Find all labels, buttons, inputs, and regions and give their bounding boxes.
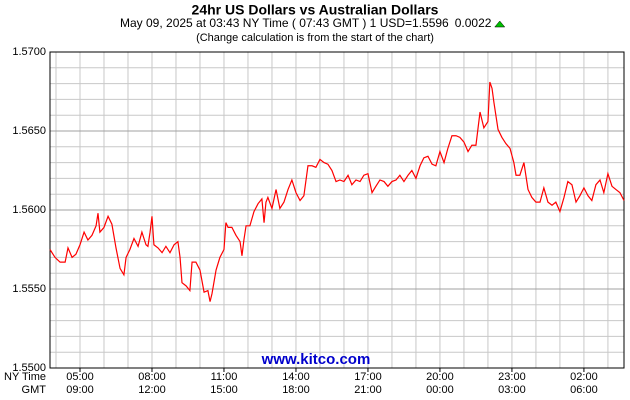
plot-border: [49, 51, 625, 369]
subtitle-text: May 09, 2025 at 03:43 NY Time ( 07:43 GM…: [120, 16, 449, 30]
x2-tick-label: 18:00: [282, 384, 310, 396]
x2-tick-label: 00:00: [426, 384, 454, 396]
price-line: [49, 81, 625, 302]
y-tick-label: 1.5700: [12, 46, 46, 58]
x-tick-label: 08:00: [138, 371, 166, 383]
x-tick-label: 05:00: [66, 371, 94, 383]
watermark: www.kitco.com: [261, 351, 371, 368]
chart-title: 24hr US Dollars vs Australian Dollars: [192, 2, 439, 18]
x-tick-label: 17:00: [354, 371, 382, 383]
x2-tick-label: 09:00: [66, 384, 94, 396]
y-tick-label: 1.5650: [12, 125, 46, 137]
x-axis-label: NY Time: [4, 371, 46, 383]
x2-tick-label: 21:00: [354, 384, 382, 396]
x2-tick-label: 15:00: [210, 384, 238, 396]
x-tick-label: 11:00: [211, 371, 238, 383]
change-value: 0.0022: [455, 16, 492, 30]
chart-note: (Change calculation is from the start of…: [196, 32, 434, 44]
x2-tick-label: 03:00: [498, 384, 526, 396]
x2-tick-label: 12:00: [138, 384, 166, 396]
x-tick-label: 23:00: [498, 371, 526, 383]
y-tick-label: 1.5500: [12, 362, 46, 374]
y-tick-label: 1.5550: [12, 283, 46, 295]
x-tick-label: 20:00: [426, 371, 454, 383]
x-tick-label: 02:00: [570, 371, 598, 383]
y-tick-label: 1.5600: [12, 204, 46, 216]
x2-tick-label: 06:00: [570, 384, 598, 396]
x-tick-label: 14:00: [282, 371, 310, 383]
x2-axis-label: GMT: [22, 384, 47, 396]
subtitle: May 09, 2025 at 03:43 NY Time ( 07:43 GM…: [120, 16, 492, 30]
change-arrow: [494, 20, 506, 28]
